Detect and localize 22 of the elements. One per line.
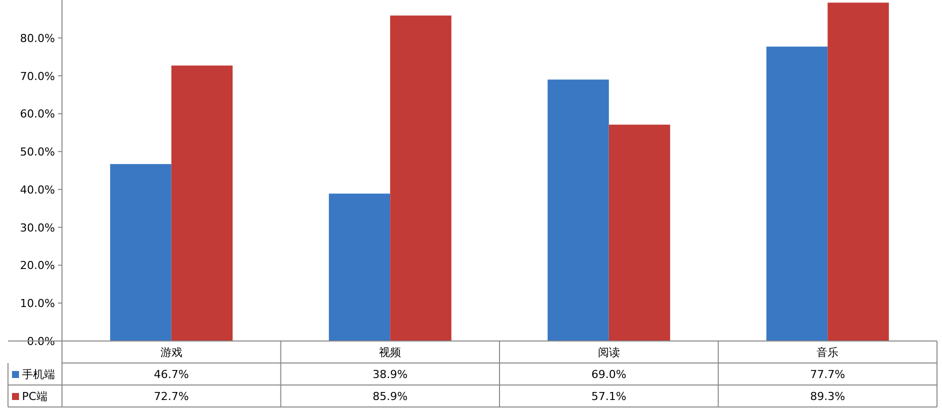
y-tick-label: 60.0% [20,108,55,121]
x-tick-label: 视频 [379,346,402,359]
y-tick-label: 20.0% [20,259,55,272]
data-label: 89.3% [810,390,846,403]
data-label: 69.0% [591,368,626,381]
x-tick-label: 阅读 [598,346,620,359]
y-tick-label: 30.0% [20,221,55,234]
data-label: 72.7% [154,390,189,403]
y-tick-label: 10.0% [20,297,55,310]
y-tick-label: 70.0% [20,70,55,83]
legend-label: 手机端 [22,368,55,381]
data-label: 38.9% [372,368,408,381]
data-label: 57.1% [591,390,626,403]
x-tick-label: 音乐 [816,346,839,359]
y-tick-label: 40.0% [20,183,55,196]
legend-label: PC端 [22,390,48,403]
x-tick-label: 游戏 [160,346,182,359]
data-label: 46.7% [154,368,189,381]
y-tick-label: 50.0% [20,146,55,159]
data-label: 85.9% [372,390,408,403]
data-label: 77.7% [810,368,846,381]
y-tick-label: 80.0% [20,32,55,45]
